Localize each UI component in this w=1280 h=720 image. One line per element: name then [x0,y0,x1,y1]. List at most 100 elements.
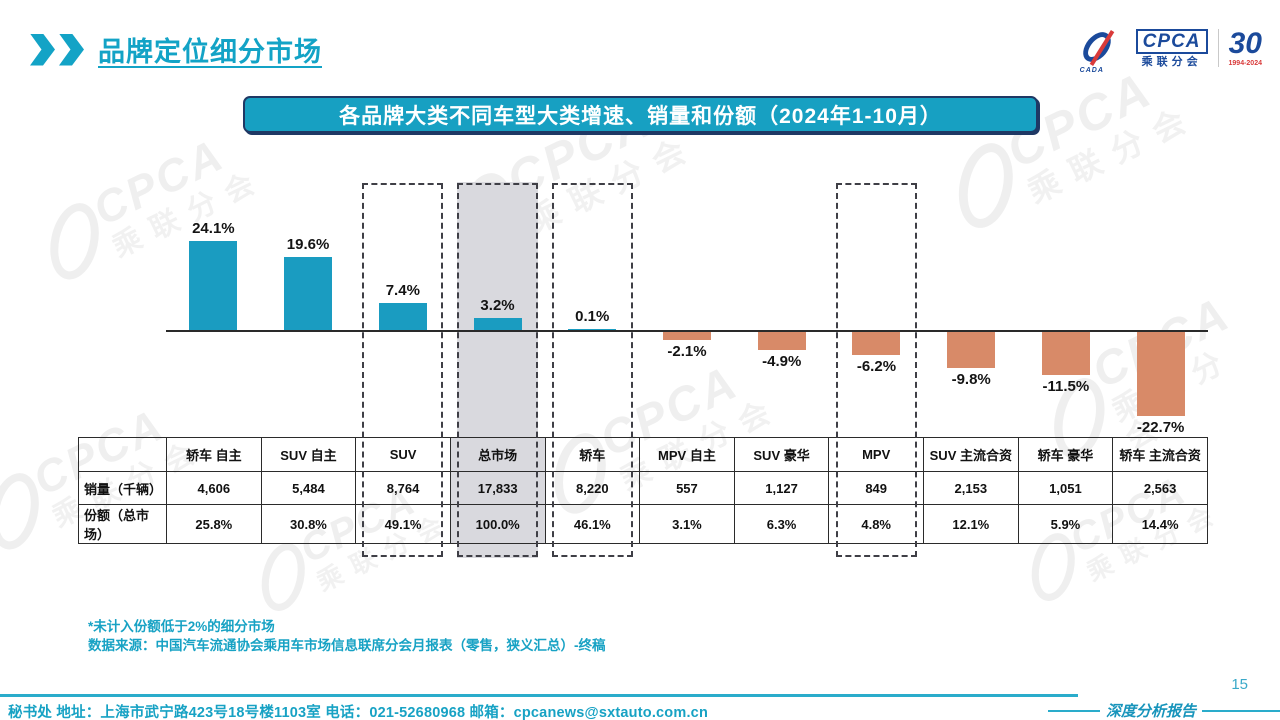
chart-and-table: 24.1% 19.6% 7.4% 3.2% 0.1% -2.1% -4.9% -6.2% -9.… [78,182,1208,560]
data-table: 轿车 自主 SUV 自主 SUV 总市场 轿车 MPV 自主 SUV 豪华 MPV SUV 主流… [78,437,1208,544]
table-cell: 25.8% [166,504,262,544]
table-header-cell: SUV [355,437,451,472]
report-label: 深度分析报告 [1106,704,1197,720]
table-header-cell: MPV [828,437,924,472]
bar-column-2: 19.6% [261,182,356,437]
footer-divider [0,694,1078,697]
growth-value-label: -4.9% [762,353,802,370]
table-cell: 8,764 [355,471,451,505]
bar-column-9: -9.8% [924,182,1019,437]
growth-bar [757,332,806,350]
table-header-cell: MPV 自主 [639,437,735,472]
table-cell: 849 [828,471,924,505]
cpca-wordmark: CPCA 乘联分会 [1135,28,1208,68]
table-cell: 3.1% [639,504,735,544]
slide-header: 品牌定位细分市场 [30,30,322,69]
growth-value-label: 24.1% [192,220,235,237]
growth-value-label: -22.7% [1136,419,1185,436]
growth-value-label: -11.5% [1042,378,1090,395]
growth-value-label: 19.6% [286,236,330,253]
bar-column-6: -2.1% [640,182,735,437]
cpca-subtitle: 乘联分会 [1141,55,1202,68]
growth-value-label: 7.4% [385,282,420,299]
footnotes: *未计入份额低于2%的细分市场 数据来源：中国汽车流通协会乘用车市场信息联席分会… [88,617,606,655]
bar-column-5: 0.1% [545,182,640,437]
table-cell: 5.9% [1017,504,1114,544]
table-cell: 5,484 [260,471,357,505]
footnote-share-threshold: *未计入份额低于2%的细分市场 [88,619,275,634]
table-cell: 30.8% [260,504,357,544]
chart-title: 各品牌大类不同车型大类增速、销量和份额（2024年1-10月） [339,104,942,128]
table-cell: 17,833 [449,471,546,505]
growth-bar [1136,332,1185,416]
growth-value-label: -6.2% [856,358,897,375]
growth-bar [189,241,238,330]
table-cell: 12.1% [923,504,1019,544]
chevron-icon [30,33,55,66]
table-cell: 2,153 [923,471,1019,505]
chart-title-banner: 各品牌大类不同车型大类增速、销量和份额（2024年1-10月） [243,96,1038,133]
page-title: 品牌定位细分市场 [98,37,322,67]
growth-value-label: 3.2% [480,297,515,314]
logo-block: CADA CPCA 乘联分会 30 1994-2024 [1077,26,1262,74]
zero-axis-line [166,330,1208,332]
table-cell: 14.4% [1112,504,1208,544]
table-row-label: 销量（千辆） [78,471,167,505]
table-header-cell: 轿车 自主 [166,437,262,472]
growth-bar [284,257,333,330]
table-header-cell: SUV 主流合资 [923,437,1019,472]
table-header-cell: SUV 豪华 [733,437,830,472]
table-cell: 4,606 [166,471,262,505]
growth-bar [568,329,617,330]
table-header-cell: SUV 自主 [260,437,357,472]
growth-value-label: -2.1% [667,343,707,360]
anniversary-logo: 30 1994-2024 [1228,27,1262,68]
table-cell: 1,051 [1017,471,1114,505]
bar-column-11: -22.7% [1113,182,1208,437]
report-line-right [1202,709,1280,712]
bar-column-4: 3.2% [450,182,545,437]
growth-bar [662,332,711,340]
growth-bar [852,332,901,355]
table-cell: 6.3% [733,504,830,544]
growth-value-label: -9.8% [951,371,991,388]
table-header-cell: 轿车 [544,437,641,472]
bar-column-10: -11.5% [1019,182,1114,437]
bar-column-7: -4.9% [734,182,829,437]
footnote-data-source: 数据来源：中国汽车流通协会乘用车市场信息联席分会月报表（零售，狭义汇总）-终稿 [88,638,606,653]
table-header-cell: 轿车 主流合资 [1112,437,1208,472]
report-label-block: 15 深度分析报告 [1048,676,1280,720]
table-cell: 557 [639,471,735,505]
growth-bar [947,332,996,368]
cada-label: CADA [1079,67,1104,74]
table-corner-cell [78,437,167,472]
footer-contact: 秘书处 地址：上海市武宁路423号18号楼1103室 电话：021-526809… [8,705,709,720]
chevron-icon [59,33,84,66]
bar-column-1: 24.1% [166,182,261,437]
logo-divider [1217,29,1219,67]
growth-bar [378,303,427,330]
growth-bar [473,318,522,330]
row-label-spacer [78,182,166,437]
table-cell: 2,563 [1112,471,1208,505]
growth-value-label: 0.1% [575,308,610,325]
watermark-swoosh-icon [0,468,46,554]
bar-chart: 24.1% 19.6% 7.4% 3.2% 0.1% -2.1% -4.9% -6.2% -9.… [78,182,1208,437]
table-cell: 8,220 [544,471,641,505]
table-cell: 4.8% [828,504,924,544]
anniversary-number: 30 [1228,27,1262,60]
cpca-name: CPCA [1135,28,1208,54]
page-number: 15 [1231,676,1248,693]
report-line-left [1048,709,1100,712]
table-cell: 100.0% [449,504,546,544]
table-cell: 1,127 [733,471,830,505]
cpca-swoosh-icon: CADA [1077,26,1126,74]
table-cell: 49.1% [355,504,451,544]
table-cell: 46.1% [544,504,641,544]
anniversary-years: 1994-2024 [1228,60,1262,67]
table-header-cell: 轿车 豪华 [1017,437,1114,472]
bar-column-3: 7.4% [355,182,450,437]
table-header-cell: 总市场 [449,437,546,472]
bar-column-8: -6.2% [829,182,924,437]
